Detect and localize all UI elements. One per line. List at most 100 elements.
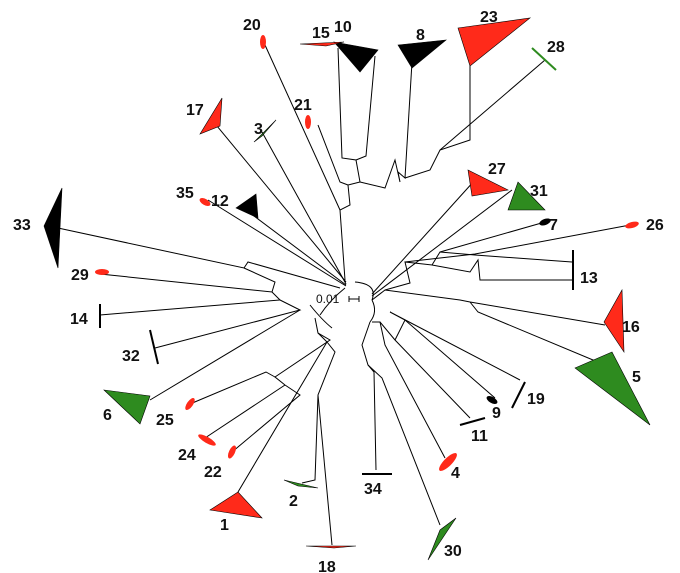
clade-tip-28 [531, 47, 557, 71]
clade-tip-27 [467, 169, 509, 197]
clade-label-3: 3 [254, 121, 263, 138]
clade-label-2: 2 [289, 493, 298, 510]
tree-branch [384, 251, 573, 291]
clade-label-15: 15 [312, 25, 330, 42]
tree-branch [261, 131, 347, 285]
clade-label-9: 9 [492, 405, 501, 422]
clade-tip-21 [305, 115, 311, 129]
clade-tip-10 [333, 41, 379, 73]
tree-branch [57, 227, 341, 289]
clade-tip-1 [209, 491, 263, 519]
tree-branch [404, 62, 471, 179]
tree-branch [372, 321, 446, 459]
tree-branch [431, 258, 572, 281]
clade-label-17: 17 [186, 102, 204, 119]
clade-label-11: 11 [471, 428, 488, 445]
tree-branch [211, 119, 347, 283]
tree-branch [371, 179, 476, 295]
clade-label-30: 30 [444, 543, 462, 560]
clade-tip-5 [574, 351, 651, 426]
clade-tip-9 [486, 396, 498, 404]
tree-branch [369, 299, 376, 323]
clade-tip-6 [103, 389, 151, 425]
tree-branch [274, 317, 331, 386]
clade-labels: 1234567891011121314151617181920212223242… [13, 9, 664, 573]
clade-label-7: 7 [549, 217, 558, 234]
tree-branch [439, 221, 546, 253]
tree-branch [439, 59, 546, 151]
scale-bar: 0.01 [316, 292, 360, 306]
tree-branch [319, 287, 346, 316]
clade-tip-4 [439, 453, 457, 471]
clade-tip-12 [235, 193, 259, 219]
clade-tip-2 [283, 479, 319, 489]
clade-label-14: 14 [70, 311, 88, 328]
clade-tip-23 [457, 17, 532, 67]
clade-label-28: 28 [547, 39, 565, 56]
clade-tip-24 [198, 434, 216, 446]
tree-branch [389, 311, 521, 381]
clade-label-22: 22 [204, 464, 222, 481]
tree-branch [371, 189, 513, 297]
tree-branch [264, 44, 341, 211]
clade-tip-19 [511, 381, 526, 409]
tree-branch [189, 371, 276, 405]
clade-tip-25 [185, 398, 195, 410]
clade-label-18: 18 [318, 559, 336, 573]
clade-tip-32 [149, 329, 159, 365]
clade-label-1: 1 [220, 517, 229, 534]
tree-branch [371, 289, 606, 326]
clade-tip-33 [43, 187, 63, 269]
tree-branch [301, 341, 336, 484]
clade-tip-3 [253, 119, 277, 143]
clade-tip-16 [603, 288, 625, 354]
clade-tip-18 [305, 545, 357, 549]
tree-branch [355, 55, 376, 161]
tree-branch [317, 394, 333, 546]
clade-label-8: 8 [416, 27, 425, 44]
clade-label-16: 16 [622, 319, 640, 336]
tree-branch [317, 124, 349, 186]
clade-tip-8 [397, 39, 447, 69]
tree-branch [237, 332, 328, 493]
tree-branch [404, 224, 631, 263]
clade-tip-22 [227, 445, 237, 459]
tree-branch [231, 384, 301, 453]
tree-branch [359, 61, 413, 189]
scale-bar-label: 0.01 [316, 292, 340, 306]
tree-branches [57, 44, 631, 546]
clade-label-21: 21 [294, 97, 312, 114]
tree-branch [245, 209, 347, 286]
clade-label-4: 4 [451, 465, 460, 482]
clade-label-33: 33 [13, 217, 31, 234]
clade-tip-26 [625, 221, 639, 229]
clade-tip-11 [459, 417, 486, 426]
tree-branch [469, 301, 606, 366]
clade-label-23: 23 [480, 9, 498, 26]
clade-label-5: 5 [632, 369, 641, 386]
clade-label-13: 13 [580, 270, 598, 287]
clade-label-32: 32 [122, 348, 140, 365]
tree-branch [354, 281, 374, 301]
clade-tips [43, 17, 651, 561]
tree-branch [204, 384, 286, 439]
clade-label-10: 10 [334, 19, 352, 36]
clade-tip-7 [539, 218, 551, 226]
clade-label-31: 31 [530, 183, 548, 200]
tree-branch [99, 291, 282, 316]
tree-branch [361, 321, 377, 471]
clade-label-35: 35 [176, 185, 194, 202]
clade-label-6: 6 [103, 407, 112, 424]
clade-tip-29 [95, 269, 109, 275]
clade-label-12: 12 [211, 193, 229, 210]
tree-branch [207, 199, 347, 287]
tree-branch [149, 309, 301, 401]
clade-tip-31 [507, 181, 546, 211]
clade-tip-35 [199, 198, 211, 206]
tree-branch [154, 299, 302, 349]
clade-tip-20 [260, 35, 266, 49]
clade-label-26: 26 [646, 217, 664, 234]
clade-tip-15 [299, 41, 345, 47]
tree-branch [337, 47, 361, 281]
